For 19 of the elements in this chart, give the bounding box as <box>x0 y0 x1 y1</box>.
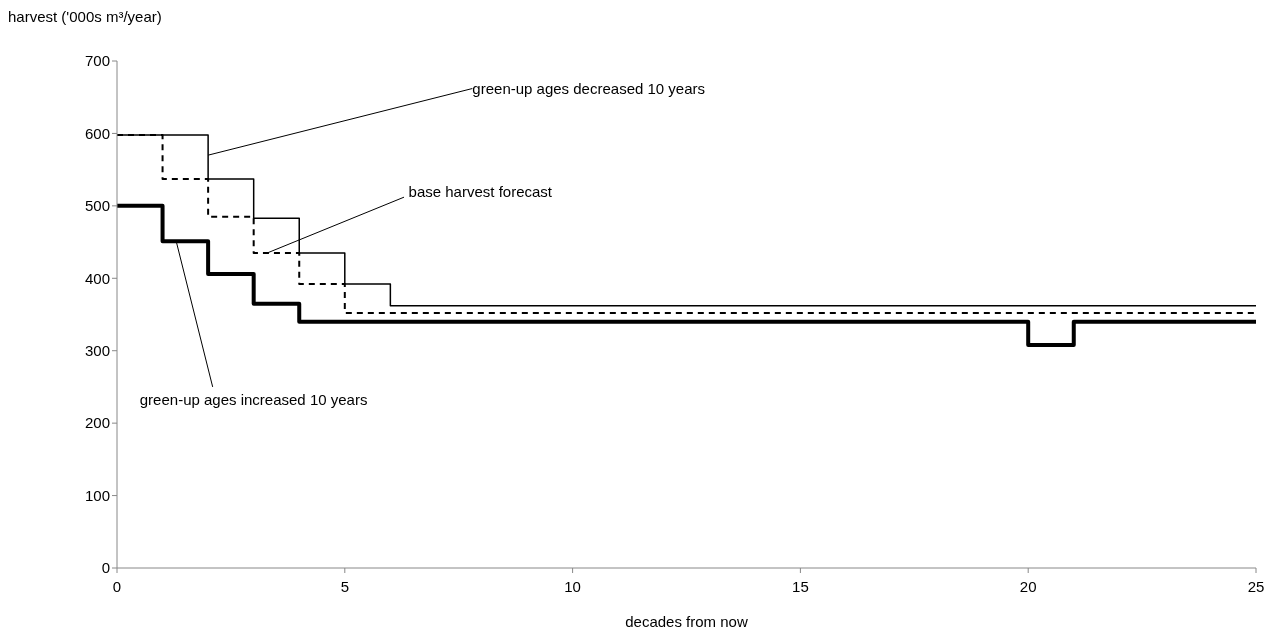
y-tick-label: 600 <box>84 124 110 142</box>
y-tick-label: 400 <box>84 269 110 287</box>
y-tick-label: 0 <box>101 559 110 577</box>
y-tick-label: 100 <box>84 486 110 504</box>
y-tick-label: 300 <box>84 342 110 360</box>
x-tick-label: 15 <box>792 577 809 595</box>
y-tick-label: 200 <box>84 414 110 432</box>
x-tick-label: 5 <box>340 577 349 595</box>
annotation: base harvest forecast <box>408 182 553 200</box>
annotation: green-up ages increased 10 years <box>139 391 368 409</box>
y-tick-label: 500 <box>84 197 110 215</box>
y-axis-title: harvest ('000s m³/year) <box>8 8 162 25</box>
x-tick-label: 20 <box>1019 577 1037 595</box>
x-tick-label: 25 <box>1247 577 1265 595</box>
x-axis-title: decades from now <box>624 613 749 630</box>
annotation: green-up ages decreased 10 years <box>472 79 706 97</box>
x-tick-label: 0 <box>112 577 122 595</box>
y-tick-label: 700 <box>84 52 110 70</box>
x-tick-label: 10 <box>564 577 581 595</box>
